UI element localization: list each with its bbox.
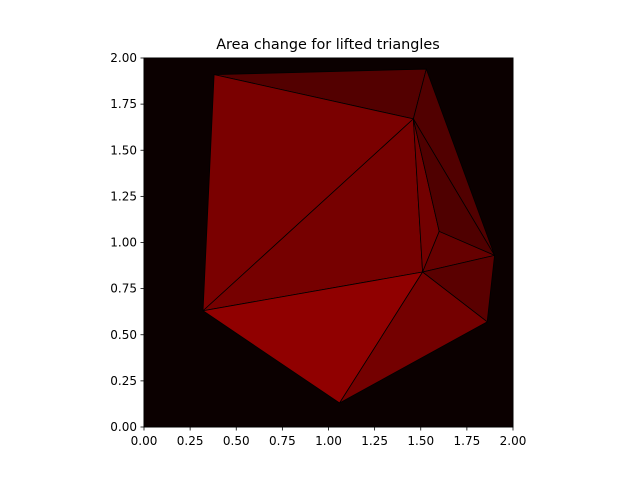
x-tick-label: 1.50 [407,434,434,448]
y-tick-label: 0.50 [110,328,137,342]
x-tick-label: 0.75 [269,434,296,448]
y-axis: 0.00 0.25 0.50 0.75 1.00 1.25 1.50 1.75 2.00 [110,51,144,434]
x-tick-label: 1.25 [361,434,388,448]
y-tick-label: 1.00 [110,236,137,250]
triangles-layer [202,68,495,404]
y-tick-label: 1.50 [110,143,137,157]
y-tick-label: 0.00 [110,420,137,434]
triangle-10 [339,271,488,404]
y-tick-label: 1.25 [110,189,137,203]
y-tick-label: 2.00 [110,51,137,65]
x-axis: 0.00 0.25 0.50 0.75 1.00 1.25 1.50 1.75 2.00 [131,427,527,448]
chart-title: Area change for lifted triangles [216,37,440,53]
x-tick-label: 2.00 [500,434,527,448]
x-tick-label: 0.50 [223,434,250,448]
y-tick-label: 1.75 [110,97,137,111]
x-tick-label: 1.00 [315,434,342,448]
x-tick-label: 0.00 [131,434,158,448]
y-tick-label: 0.25 [110,374,137,388]
y-tick-label: 0.75 [110,282,137,296]
x-tick-label: 0.25 [177,434,204,448]
x-tick-label: 1.75 [454,434,481,448]
